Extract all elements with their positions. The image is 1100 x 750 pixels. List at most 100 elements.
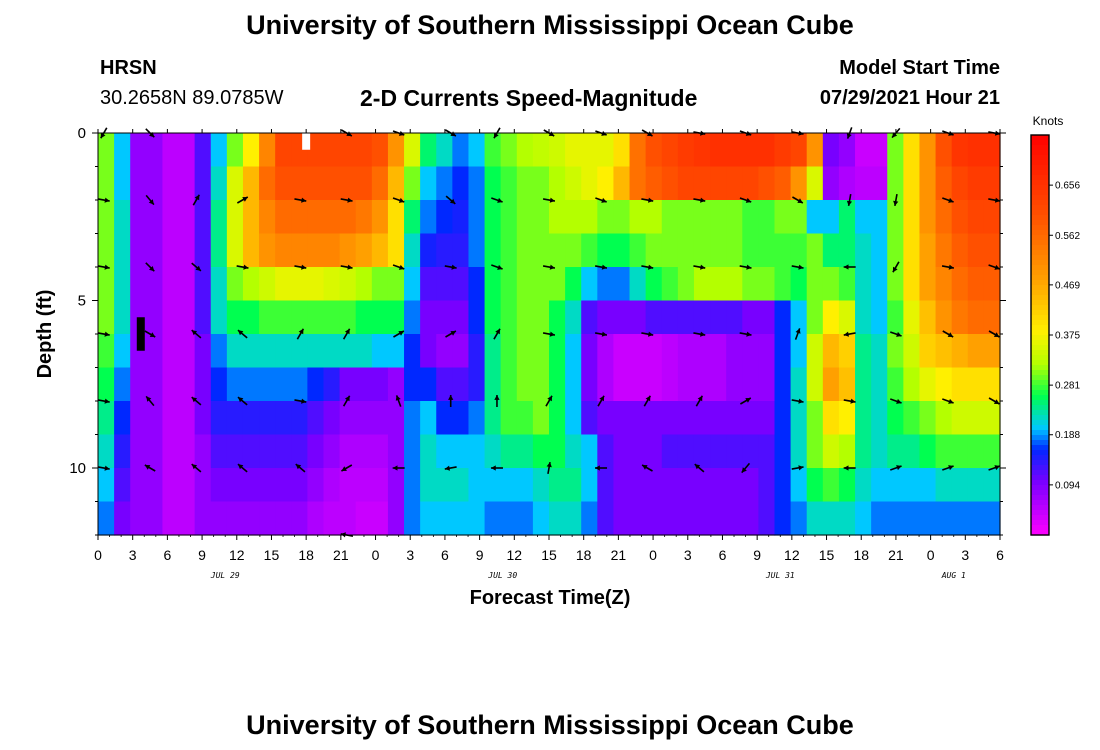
colorbar-swatch: [1031, 360, 1049, 366]
heatmap-cell: [355, 233, 373, 268]
current-vector: [597, 395, 605, 407]
vector-head: [745, 197, 752, 203]
heatmap-cell: [935, 166, 953, 201]
heatmap-cell: [162, 200, 180, 235]
heatmap-cell: [226, 267, 244, 302]
heatmap-cell: [516, 434, 534, 469]
current-vector: [942, 465, 954, 471]
heatmap-cell: [146, 300, 164, 335]
vector-head: [191, 330, 198, 336]
heatmap-cell: [661, 401, 679, 436]
vector-head: [237, 464, 244, 470]
heatmap-cell: [645, 434, 663, 469]
current-vector: [340, 264, 353, 270]
heatmap-cell: [613, 133, 631, 168]
heatmap-cell: [742, 434, 759, 469]
heatmap-cell: [806, 233, 824, 268]
heatmap-cell: [226, 468, 244, 503]
heatmap-cell: [855, 468, 872, 503]
heatmap-cell: [710, 133, 727, 168]
heatmap-cell: [919, 267, 937, 302]
y-tick-label: 10: [69, 460, 86, 477]
x-axis: 0 3 6 9 12 15 18 21 0 3 6 9 12 15 18 21 0 3 6 9 12 15 18 21 0 3 6 J…: [94, 129, 1004, 580]
colorbar-swatch: [1031, 355, 1049, 361]
heatmap-cell: [774, 334, 792, 369]
heatmap-cell: [146, 233, 164, 268]
colorbar-swatch: [1031, 425, 1049, 431]
colorbar-swatch: [1031, 330, 1049, 336]
heatmap-cell: [307, 468, 325, 503]
current-vector: [393, 330, 405, 338]
colorbar-swatch: [1031, 140, 1049, 146]
current-vector: [693, 197, 706, 203]
heatmap-cell: [130, 434, 147, 469]
colorbar-swatch: [1031, 345, 1049, 351]
colorbar-swatch: [1031, 215, 1049, 221]
heatmap-cell: [919, 166, 937, 201]
heatmap-cell: [516, 300, 534, 335]
heatmap-cell: [806, 367, 824, 402]
data-marker: [302, 133, 311, 150]
heatmap-cell: [98, 267, 115, 302]
heatmap-cell: [114, 401, 131, 436]
current-vector: [191, 262, 202, 272]
heatmap-cell: [549, 434, 566, 469]
heatmap-cell: [951, 267, 969, 302]
heatmap-cell: [114, 300, 131, 335]
heatmap-cell: [774, 468, 792, 503]
heatmap-cell: [597, 367, 615, 402]
heatmap-cell: [387, 233, 405, 268]
current-vector: [988, 465, 1001, 471]
heatmap-cell: [387, 501, 405, 536]
x-tick-label: 6: [163, 547, 171, 563]
heatmap-cell: [468, 501, 486, 536]
colorbar-swatch: [1031, 190, 1049, 196]
heatmap-cell: [436, 267, 453, 302]
heatmap-cell: [855, 367, 872, 402]
colorbar-swatch: [1031, 375, 1049, 381]
vector-head: [242, 197, 248, 202]
heatmap-cell: [613, 401, 631, 436]
heatmap-cell: [758, 434, 776, 469]
heatmap-cell: [613, 434, 631, 469]
current-vector: [392, 264, 405, 270]
colorbar-tick-label: 0.562: [1055, 231, 1080, 242]
colorbar-swatch: [1031, 445, 1049, 451]
heatmap-cell: [162, 300, 180, 335]
date-label: JUL 30: [487, 571, 517, 580]
colorbar-tick-label: 0.469: [1055, 280, 1080, 291]
vector-head: [647, 264, 654, 270]
vector-head: [746, 331, 752, 337]
heatmap-cell: [565, 300, 582, 335]
heatmap-cell: [629, 367, 647, 402]
heatmap-cell: [645, 133, 663, 168]
heatmap-cell: [983, 401, 1001, 436]
heatmap-cell: [242, 166, 260, 201]
heatmap-cell: [162, 267, 180, 302]
x-tick-label: 9: [198, 547, 206, 563]
heatmap-cell: [903, 501, 921, 536]
heatmap-cell: [452, 233, 470, 268]
heatmap-cell: [549, 200, 566, 235]
heatmap-cell: [275, 334, 292, 369]
heatmap-cell: [774, 401, 792, 436]
colorbar-swatch: [1031, 240, 1049, 246]
vector-head: [896, 398, 902, 404]
heatmap-cell: [822, 200, 840, 235]
vector-head: [993, 332, 1000, 337]
current-vector: [191, 463, 202, 473]
heatmap-cell: [242, 434, 260, 469]
heatmap-cell: [130, 200, 147, 235]
colorbar-swatch: [1031, 335, 1049, 341]
heatmap-cell: [887, 334, 904, 369]
x-tick-label: 9: [476, 547, 484, 563]
heatmap-cell: [339, 334, 357, 369]
heatmap-cell: [404, 434, 421, 469]
vector-head: [846, 133, 852, 139]
heatmap-cell: [661, 367, 679, 402]
heatmap-cell: [565, 434, 582, 469]
heatmap-cell: [838, 501, 856, 536]
heatmap-cell: [420, 468, 437, 503]
heatmap-cell: [532, 133, 550, 168]
heatmap-cell: [242, 267, 260, 302]
